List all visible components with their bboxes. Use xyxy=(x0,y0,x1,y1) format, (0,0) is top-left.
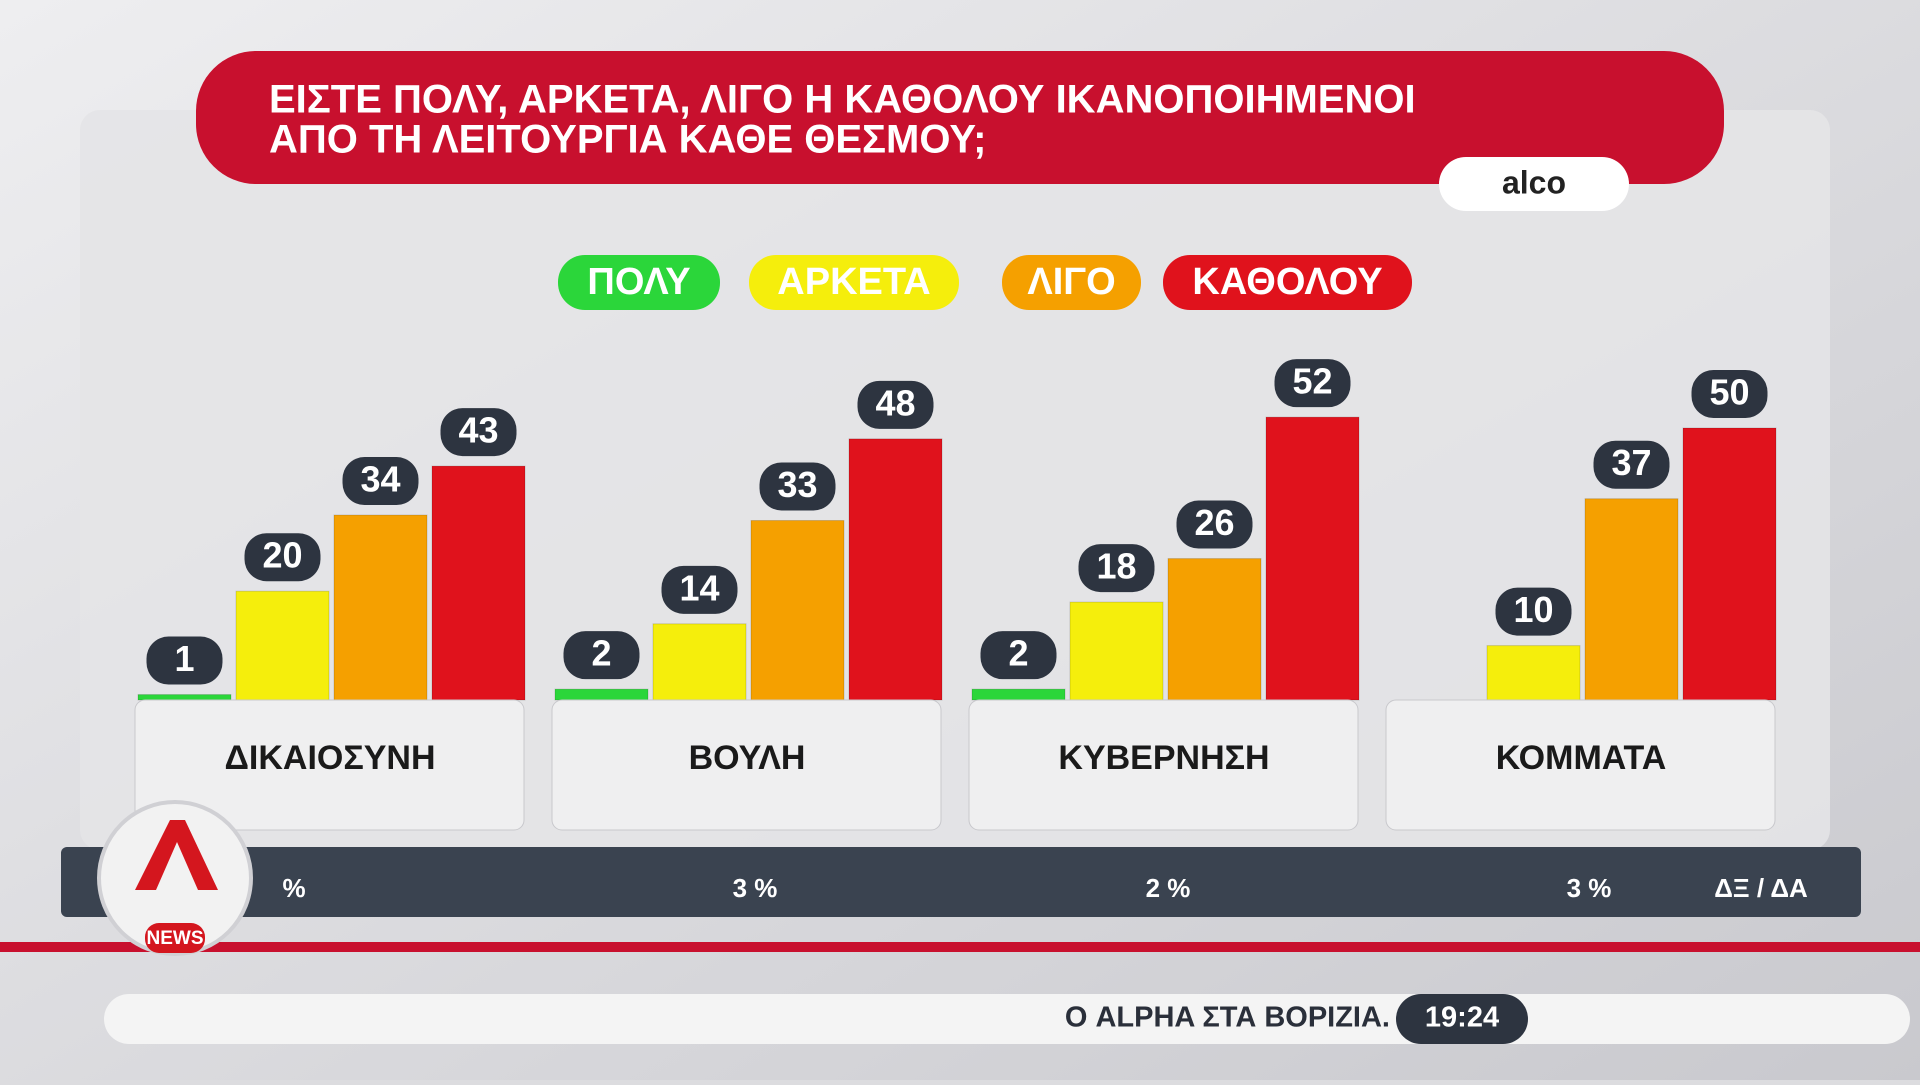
value-label: 10 xyxy=(1513,589,1553,630)
value-label: 50 xyxy=(1709,372,1749,413)
value-label: 2 xyxy=(1008,633,1028,674)
title-line: ΕΙΣΤΕ ΠΟΛΥ, ΑΡΚΕΤΑ, ΛΙΓΟ Η ΚΑΘΟΛΟΥ ΙΚΑΝΟ… xyxy=(269,78,1416,122)
dkna-value: 3 % xyxy=(1567,873,1612,903)
value-pill xyxy=(1691,370,1768,418)
legend-pill xyxy=(558,255,720,310)
logo-badge xyxy=(145,923,205,953)
value-label: 14 xyxy=(679,567,719,608)
legend-pill xyxy=(1002,255,1141,310)
ticker-bar xyxy=(104,994,1910,1044)
bar xyxy=(1069,601,1164,701)
bar xyxy=(1682,427,1777,701)
value-label: 33 xyxy=(777,464,817,505)
logo xyxy=(97,800,253,956)
legend-pill xyxy=(749,255,959,310)
title-line: ΑΠΟ ΤΗ ΛΕΙΤΟΥΡΓΙΑ ΚΑΘΕ ΘΕΣΜΟΥ; xyxy=(269,118,986,162)
value-label: 48 xyxy=(875,382,915,423)
value-pill xyxy=(1176,500,1253,549)
value-pill xyxy=(661,565,738,614)
value-pill xyxy=(146,636,223,685)
plot: ΠΟΛΥ ΑΡΚΕΤΑ ΛΙΓΟ ΚΑΘΟΛΟΥ 1 20 34 43 ΔΙΚΑΙΟΣΥΝΗ 2 1… xyxy=(134,255,1808,903)
bar xyxy=(1167,558,1262,701)
dkna-value: 2 % xyxy=(1146,873,1191,903)
value-label: 34 xyxy=(360,459,400,500)
legend-label: ΠΟΛΥ xyxy=(587,261,690,303)
value-pill xyxy=(1593,440,1670,489)
source: alco xyxy=(1502,164,1566,200)
bar xyxy=(431,465,526,701)
category-label: ΔΙΚΑΙΟΣΥΝΗ xyxy=(224,739,435,777)
value-pill xyxy=(1078,544,1155,593)
value-pill xyxy=(1495,587,1572,636)
category-plate xyxy=(551,699,942,831)
source-box xyxy=(1439,157,1629,211)
bar xyxy=(1486,645,1581,701)
bar xyxy=(652,623,747,701)
value-label: 43 xyxy=(458,410,498,451)
category-label: ΚΥΒΕΡΝΗΣΗ xyxy=(1058,739,1269,777)
legend-pill xyxy=(1163,255,1412,310)
dkna-value: % xyxy=(282,873,305,903)
category-plate xyxy=(1385,699,1776,831)
dkna-label: ΔΞ / ΔΑ xyxy=(1714,873,1808,903)
legend-label: ΛΙΓΟ xyxy=(1027,261,1115,303)
bar xyxy=(848,438,943,701)
legend-label: ΚΑΘΟΛΟΥ xyxy=(1192,261,1382,303)
value-pill xyxy=(759,462,836,511)
ticker-text: Ο ALPHA ΣΤΑ ΒΟΡΙΖΙΑ. xyxy=(1065,1002,1390,1034)
value-label: 2 xyxy=(591,633,611,674)
bar xyxy=(137,694,232,701)
dkna-value: 3 % xyxy=(733,873,778,903)
category-label: ΚΟΜΜΑΤΑ xyxy=(1496,739,1667,777)
value-label: 1 xyxy=(174,638,194,679)
time-box xyxy=(1396,994,1528,1044)
category-label: ΒΟΥΛΗ xyxy=(689,739,806,777)
time: 19:24 xyxy=(1425,1002,1499,1034)
value-label: 20 xyxy=(262,535,302,576)
logo-mark xyxy=(135,820,218,890)
value-label: 26 xyxy=(1194,502,1234,543)
value-pill xyxy=(440,408,517,457)
bar xyxy=(1584,498,1679,701)
value-label: 52 xyxy=(1292,361,1332,402)
legend-label: ΑΡΚΕΤΑ xyxy=(777,261,930,303)
category-plate xyxy=(134,699,525,831)
bar xyxy=(1265,416,1360,701)
logo-text: NEWS xyxy=(147,928,204,949)
bar xyxy=(235,590,330,701)
red-line xyxy=(0,942,1920,952)
value-pill xyxy=(563,631,640,680)
category-plate xyxy=(968,699,1359,831)
bar xyxy=(971,688,1066,701)
value-pill xyxy=(1274,359,1351,408)
value-pill xyxy=(980,631,1057,680)
value-label: 37 xyxy=(1611,442,1651,483)
value-pill xyxy=(857,380,934,429)
bar xyxy=(333,514,428,701)
value-label: 18 xyxy=(1096,546,1136,587)
value-pill xyxy=(244,533,321,582)
bar xyxy=(554,688,649,701)
value-pill xyxy=(342,457,419,506)
title-box xyxy=(196,51,1724,184)
bar xyxy=(750,519,845,701)
dkna-strip xyxy=(61,847,1861,917)
